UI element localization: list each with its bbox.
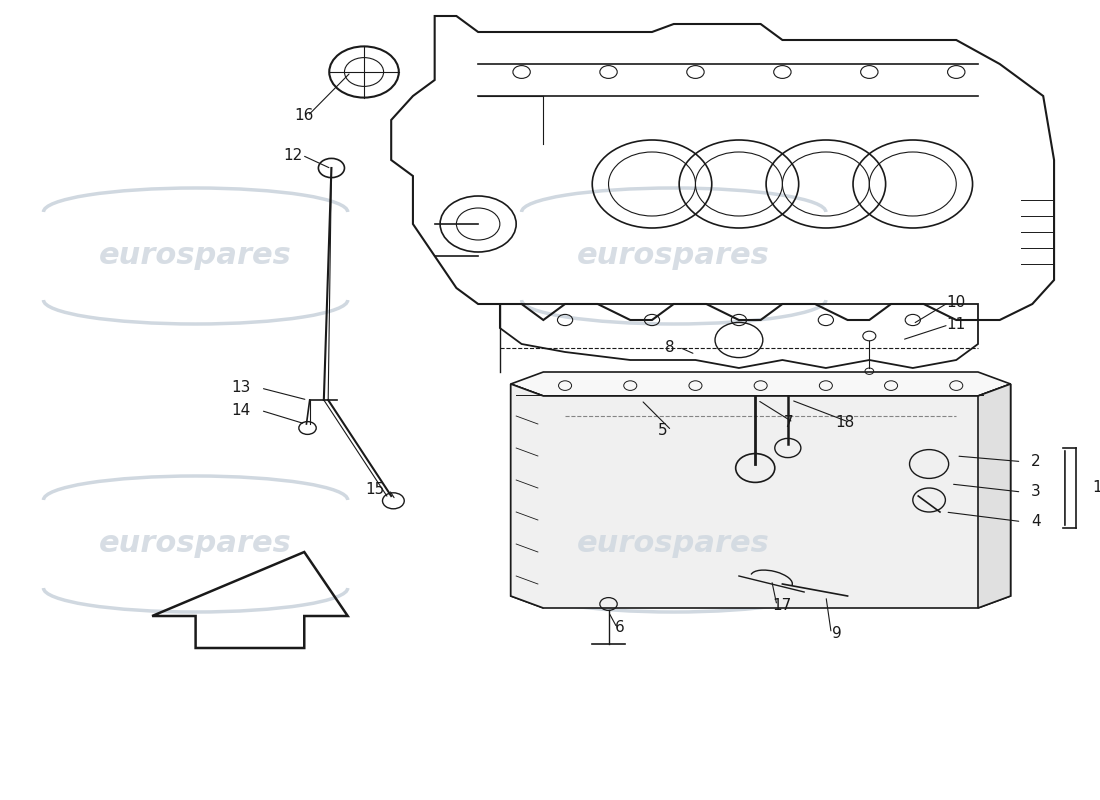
Text: 17: 17 xyxy=(773,598,792,613)
Text: eurospares: eurospares xyxy=(578,530,770,558)
Text: eurospares: eurospares xyxy=(578,242,770,270)
Text: 9: 9 xyxy=(832,626,842,641)
Text: 16: 16 xyxy=(295,109,313,123)
Text: 8: 8 xyxy=(664,340,674,354)
Text: eurospares: eurospares xyxy=(99,530,292,558)
Text: 7: 7 xyxy=(784,415,794,430)
Polygon shape xyxy=(510,384,1011,608)
Text: 14: 14 xyxy=(232,403,251,418)
Polygon shape xyxy=(510,384,543,608)
Text: 1: 1 xyxy=(1092,481,1100,495)
Text: 2: 2 xyxy=(1031,454,1041,469)
Text: 3: 3 xyxy=(1031,485,1041,499)
Text: eurospares: eurospares xyxy=(99,242,292,270)
Text: 11: 11 xyxy=(947,318,966,332)
Text: 13: 13 xyxy=(232,381,251,395)
Text: 18: 18 xyxy=(836,415,855,430)
Text: 6: 6 xyxy=(615,621,625,635)
Text: 15: 15 xyxy=(365,482,385,497)
Polygon shape xyxy=(978,384,1011,608)
Polygon shape xyxy=(510,372,1011,396)
Text: 4: 4 xyxy=(1031,514,1041,529)
Text: 12: 12 xyxy=(284,148,302,162)
Text: 10: 10 xyxy=(947,295,966,310)
Text: 5: 5 xyxy=(658,423,668,438)
